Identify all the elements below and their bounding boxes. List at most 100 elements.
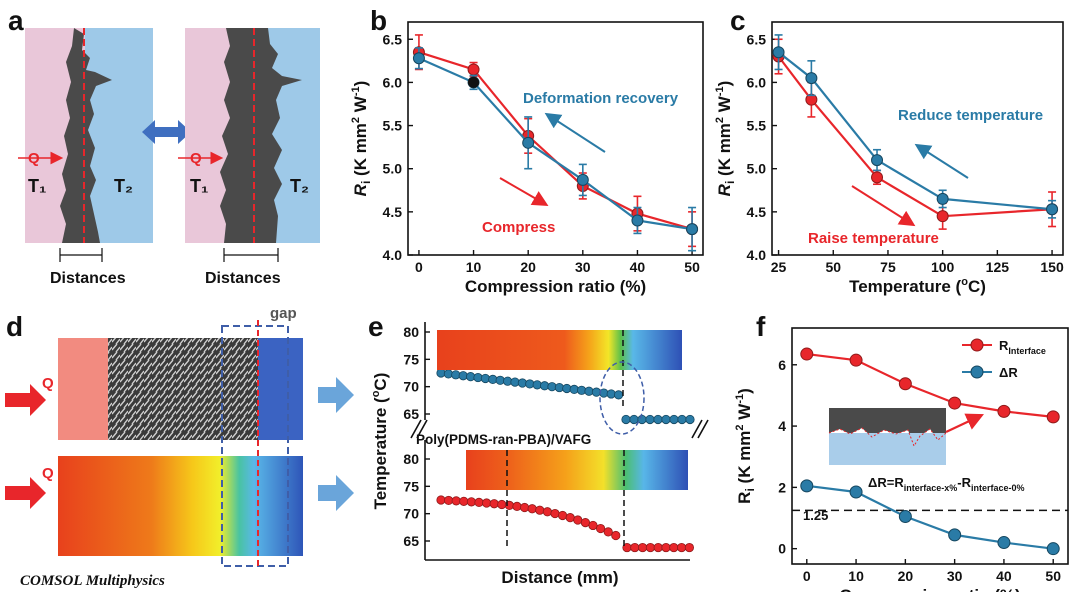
y-tick-label: 80 (403, 324, 419, 340)
data-point (637, 414, 647, 425)
y-axis-title-sup: 2 (714, 117, 726, 123)
reduce-arrow (914, 143, 969, 179)
y-tick-label: 4.5 (747, 204, 767, 220)
y-tick-label: 4 (778, 418, 786, 434)
axis-break-d (697, 419, 709, 439)
legend-deltar: ΔR (999, 365, 1018, 380)
axis-break-a (410, 419, 422, 439)
axis-break-c (691, 419, 703, 439)
data-point (936, 210, 949, 223)
data-point (467, 63, 480, 76)
y-tick-label: 5.5 (747, 118, 767, 134)
y-tick-label: 6 (778, 357, 786, 373)
x-axis-title: Compression ratio (%) (465, 277, 646, 296)
x-axis-title-text: Temperature ( (849, 277, 961, 296)
data-point (588, 520, 598, 531)
data-point (653, 542, 663, 553)
panel-a: a Q T₁ T₂ Distances Q T₁ T₂ Distances (8, 5, 320, 287)
panel-label-c: c (730, 5, 746, 36)
plot-e: 65 70 75 80 65 70 75 80 Distance (mm) Temperature… (370, 322, 709, 587)
series-line-red (806, 352, 1054, 418)
y-axis-title-r: R (715, 183, 734, 196)
y-tick-label: 6.5 (747, 31, 767, 47)
data-point (443, 495, 454, 506)
data-point (631, 214, 644, 227)
y-tick-label: 5.0 (383, 161, 403, 177)
series-line-blue (806, 484, 1054, 550)
data-point (997, 404, 1011, 418)
data-point (669, 542, 679, 553)
series-line-blue (418, 57, 693, 231)
y-tick-label: 4.0 (747, 247, 767, 263)
y-tick-label: 75 (403, 351, 419, 367)
y-axis-title-sup2: -1 (734, 394, 746, 404)
data-point (686, 223, 699, 236)
x-tick-label: 50 (825, 259, 841, 275)
highlight-point (468, 76, 480, 88)
data-point (677, 414, 687, 425)
y-axis-title-close: ) (735, 388, 754, 394)
y-tick-label: 6.5 (383, 31, 403, 47)
y-axis-title-sup: 2 (350, 117, 362, 123)
data-point (550, 508, 560, 519)
x-tick-label: 10 (466, 259, 482, 275)
plot-b: 0 10 20 30 40 50 4.0 4.5 5.0 5.5 6.0 6.5 Compression… (350, 21, 704, 296)
data-point (653, 414, 663, 425)
data-point (645, 414, 655, 425)
x-tick-label: 0 (415, 259, 423, 275)
x-tick-label: 20 (898, 568, 914, 584)
x-tick-label: 10 (848, 568, 864, 584)
y-tick-label: 70 (403, 506, 419, 522)
t2-label-left: T₂ (114, 176, 133, 196)
x-axis-title: Distance (mm) (501, 568, 618, 587)
x-tick-label: 150 (1040, 259, 1064, 275)
y-axis-title-sub: i (743, 488, 757, 491)
y-axis-title-sup2: -1 (350, 86, 362, 96)
data-point (871, 171, 884, 184)
y-axis-title-text: Temperature ( (371, 397, 390, 509)
temperature-field (58, 456, 303, 556)
data-point (436, 495, 446, 505)
data-point (669, 414, 679, 425)
data-point (997, 536, 1011, 550)
data-point (849, 353, 863, 367)
y-axis-title-r: R (735, 492, 754, 504)
y-tick-label: 5.5 (383, 118, 403, 134)
y-tick-label: 6.0 (383, 74, 403, 90)
y-tick-label: 75 (403, 478, 419, 494)
series-line-red (777, 55, 1053, 218)
inset-profile (828, 427, 947, 448)
blue-region-left (85, 28, 153, 243)
legend-marker-rinterface (970, 338, 984, 352)
y-axis-title-unit2: W (351, 95, 370, 117)
q-label-bottom: Q (42, 465, 54, 482)
y-axis-title-unit: C) (371, 373, 390, 391)
data-point (805, 72, 818, 85)
data-point (800, 479, 814, 493)
y-axis-title-unit2: W (735, 403, 754, 425)
x-axis-title: Temperature (oC) (849, 276, 986, 296)
note-deformation-recovery: Deformation recovery (523, 90, 679, 107)
data-point (661, 542, 671, 553)
panel-label-f: f (756, 311, 766, 342)
plot-c: 25 50 75 100 125 150 4.0 4.5 5.0 5.5 6.0 6.5 Tempera… (714, 21, 1064, 296)
inset-substrate (829, 433, 946, 465)
panel-label-a: a (8, 5, 24, 36)
data-point (580, 518, 591, 528)
arrow-to-e-bottom-icon (318, 475, 354, 511)
data-point (459, 496, 469, 506)
panel-c: c 25 50 75 100 125 150 4.0 4.5 5.0 5.5 6.0 6.5 Tempe… (714, 5, 1064, 296)
data-point (1046, 203, 1059, 216)
y-axis-title-unit: (K mm (715, 123, 734, 181)
note-compress: Compress (482, 219, 555, 236)
x-axis-title: Compression ratio (%) (839, 586, 1020, 592)
y-axis-title: Temperature (oC) (370, 373, 390, 510)
data-point (489, 499, 499, 509)
interface-layer-left (60, 28, 112, 243)
panel-d: d Q Q gap COMSOL Multiphysics (5, 305, 354, 589)
thermal-strip-top (437, 330, 682, 370)
y-tick-label: 4.0 (383, 247, 403, 263)
y-tick-label: 2 (778, 479, 786, 495)
note-raise-temperature: Raise temperature (808, 230, 939, 247)
panel-e: e 65 70 75 80 65 70 75 80 Distance (mm) Temperatu… (368, 311, 709, 587)
